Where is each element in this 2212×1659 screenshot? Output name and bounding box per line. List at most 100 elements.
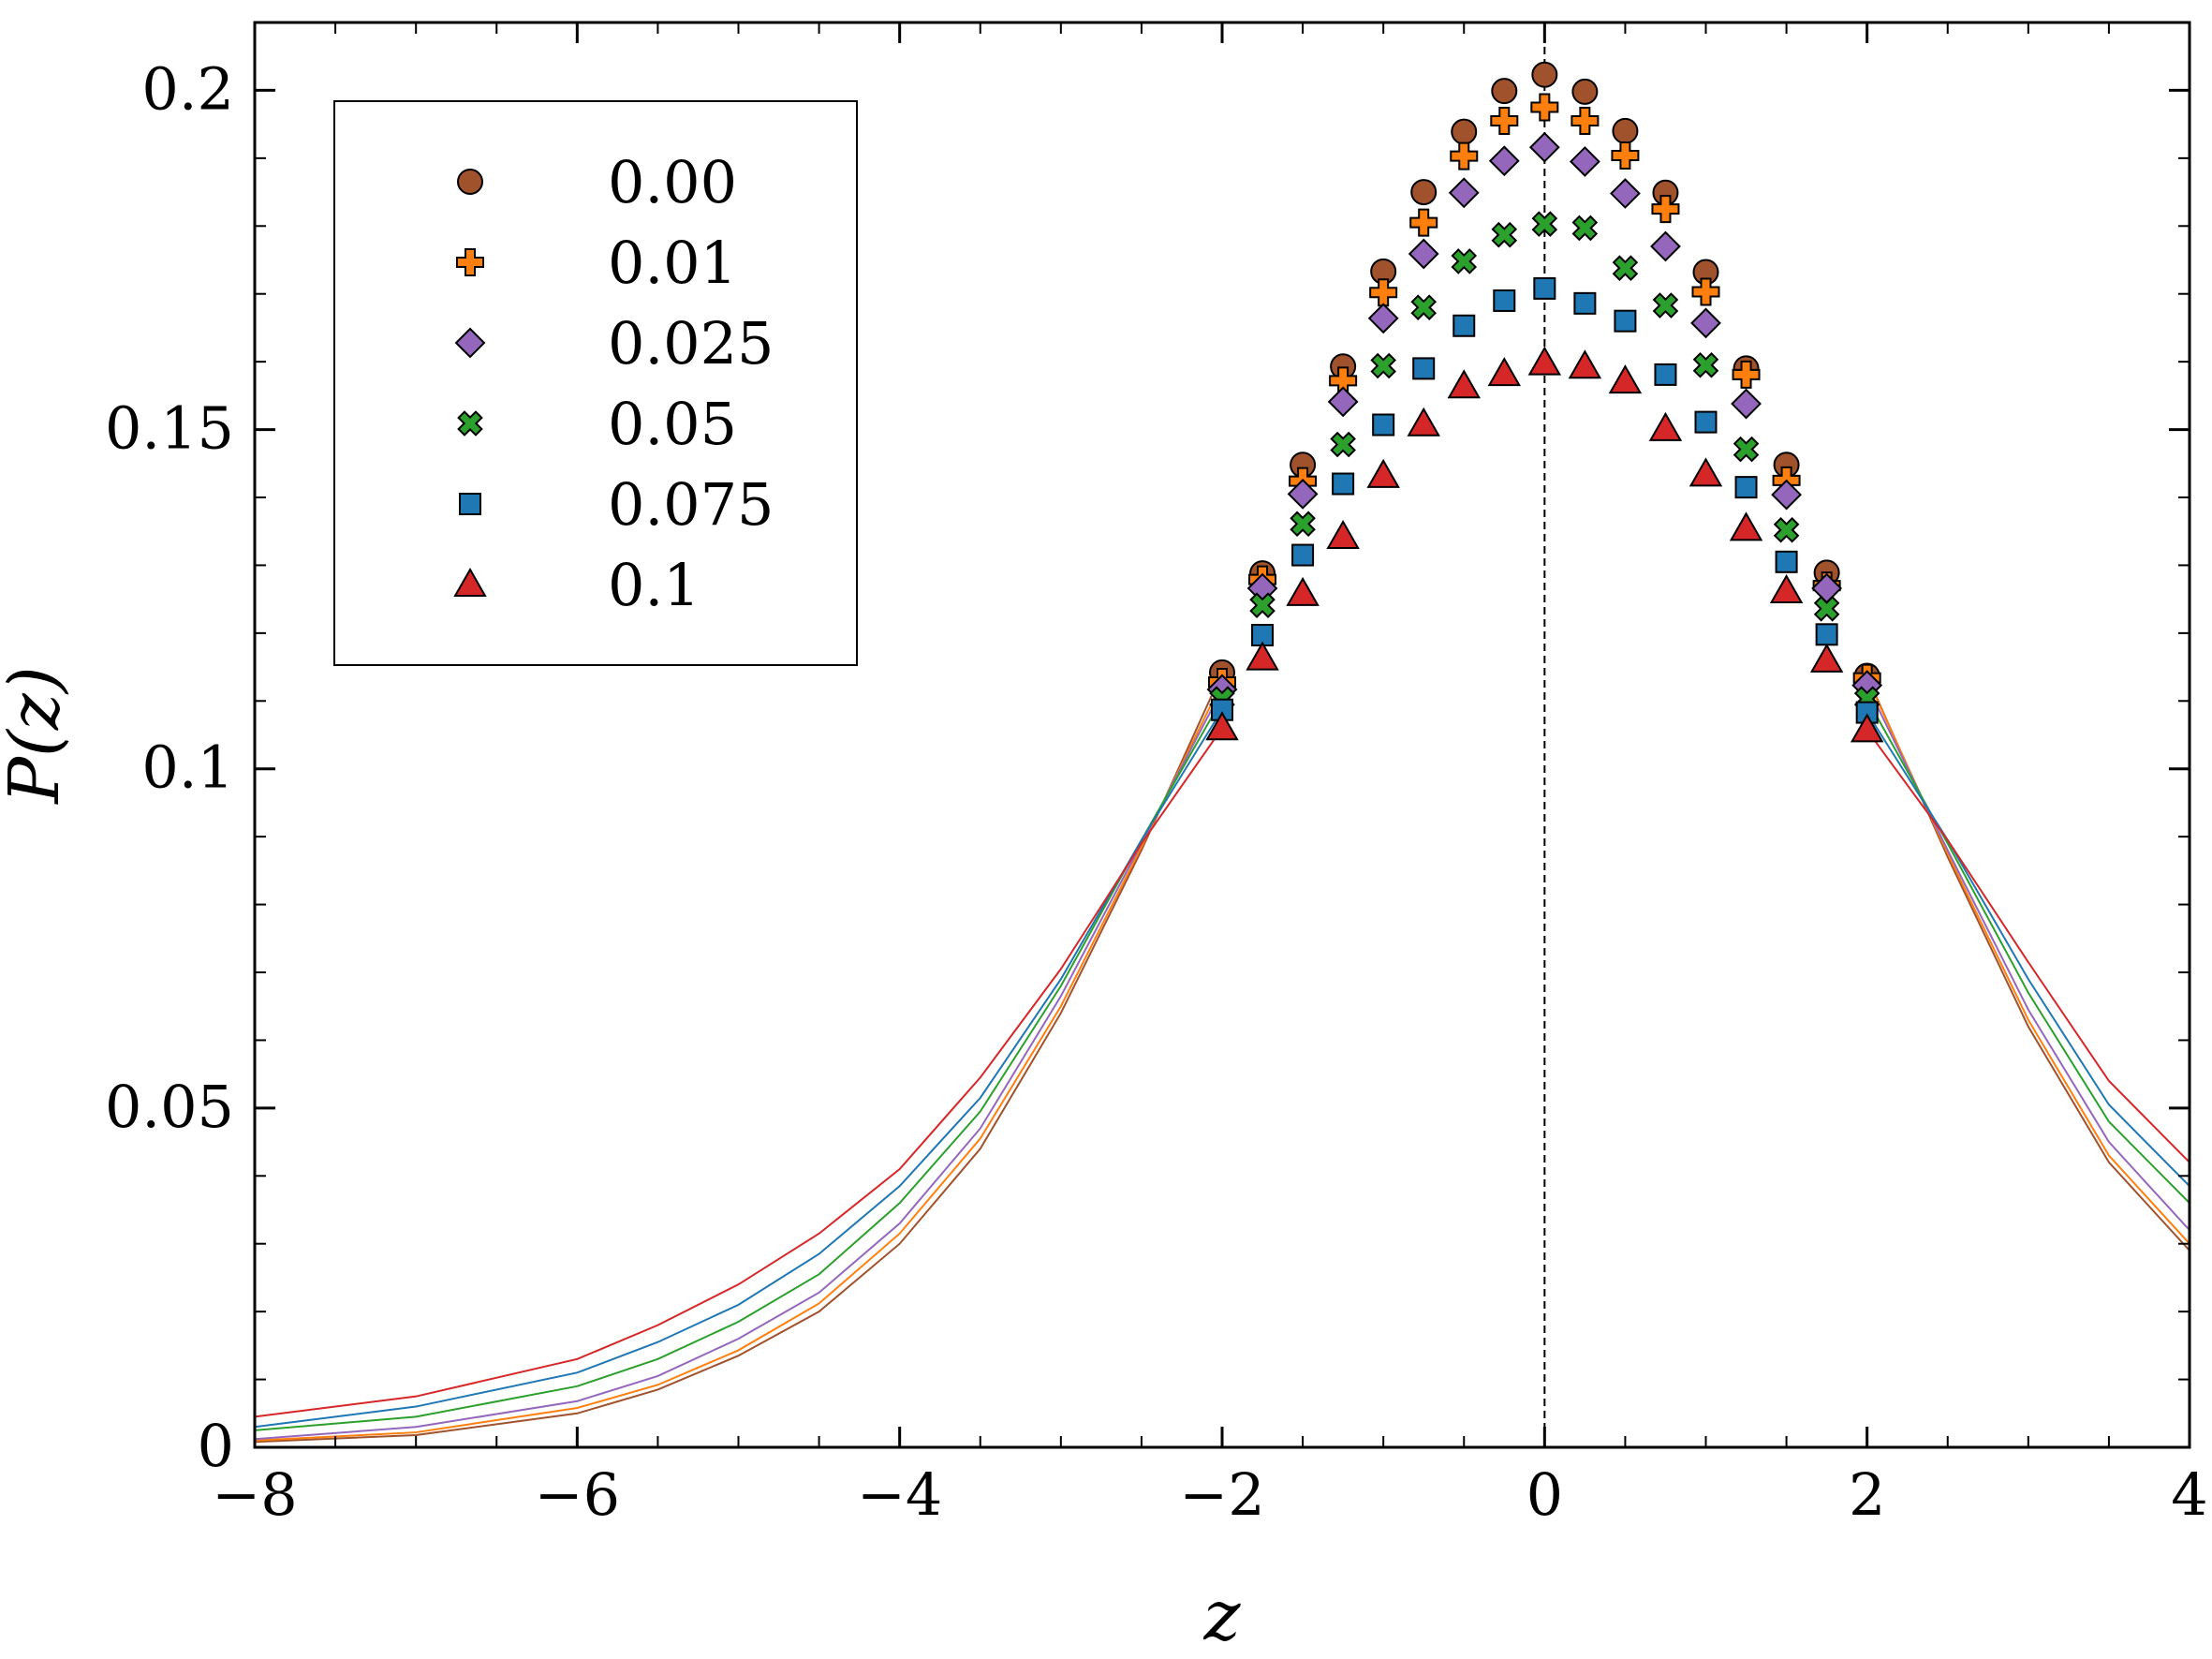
data-point: [1409, 208, 1438, 237]
data-point: [1407, 407, 1440, 437]
data-point: [1372, 413, 1395, 437]
y-tick-label: 0.05: [105, 1073, 234, 1141]
data-point: [1290, 511, 1316, 538]
series-curve-left-5: [254, 727, 1223, 1418]
data-point: [1447, 369, 1481, 399]
legend-marker: [459, 493, 481, 515]
legend-item: 0.05: [457, 390, 737, 458]
x-axis-label: z: [1203, 1576, 1242, 1656]
data-point: [1367, 303, 1399, 334]
legend-item: 0.01: [456, 229, 737, 297]
data-point: [1286, 576, 1320, 606]
data-point: [1732, 360, 1761, 389]
y-axis-label: P(z): [0, 666, 75, 806]
data-point: [1815, 623, 1838, 646]
legend-item: 0.1: [453, 551, 700, 619]
legend-marker: [457, 169, 483, 195]
data-point: [1531, 211, 1558, 237]
data-point: [1332, 472, 1355, 496]
data-point: [1771, 479, 1802, 511]
data-point: [1729, 511, 1763, 541]
y-tick-label: 0: [198, 1412, 234, 1480]
y-tick-label: 0.15: [105, 394, 234, 463]
data-point: [1491, 221, 1518, 248]
legend-label: 0.00: [608, 148, 737, 216]
legend-marker: [454, 327, 486, 359]
data-point: [1568, 349, 1602, 379]
series-curve-left-3: [254, 698, 1223, 1431]
data-point: [1694, 410, 1718, 434]
series-curve-right-4: [1865, 712, 2190, 1187]
series-markers-4: [1211, 276, 1879, 724]
series-curve-left-0: [254, 672, 1223, 1444]
x-tick-label: −6: [535, 1460, 620, 1529]
data-point: [1731, 388, 1762, 420]
data-point: [1654, 363, 1677, 386]
series-curve-left-4: [254, 709, 1223, 1429]
data-point: [1291, 543, 1315, 567]
data-point: [1773, 516, 1800, 543]
data-point: [1327, 386, 1359, 418]
x-tick-label: −8: [212, 1460, 297, 1529]
data-point: [1408, 238, 1439, 270]
series-markers-5: [1205, 346, 1884, 743]
data-point: [1249, 592, 1276, 618]
curves-layer: [254, 672, 2190, 1444]
data-point: [1448, 177, 1480, 209]
x-tick-label: 2: [1849, 1460, 1885, 1529]
data-point: [1775, 550, 1798, 573]
data-point: [1650, 230, 1681, 262]
legend-label: 0.01: [608, 229, 737, 297]
data-point: [1370, 352, 1396, 379]
data-point: [1410, 294, 1437, 320]
data-point: [1648, 411, 1683, 441]
legend-label: 0.075: [608, 470, 774, 539]
legend-label: 0.025: [608, 309, 774, 378]
markers-layer: [1205, 61, 1884, 743]
legend-marker: [453, 567, 487, 597]
legend-item: 0.075: [459, 470, 774, 539]
data-point: [1451, 118, 1478, 145]
data-point: [1410, 179, 1438, 206]
data-point: [1614, 309, 1637, 333]
data-point: [1527, 346, 1562, 376]
x-tick-label: 0: [1526, 1460, 1563, 1529]
data-point: [1330, 431, 1356, 458]
data-point: [1453, 314, 1476, 337]
data-point: [1487, 357, 1522, 387]
data-point: [1528, 131, 1560, 163]
series-curve-right-2: [1865, 685, 2190, 1231]
data-point: [1734, 476, 1758, 499]
data-point: [1451, 248, 1478, 274]
data-point: [1490, 107, 1519, 136]
data-point: [1530, 93, 1559, 122]
data-point: [1733, 436, 1760, 463]
data-point: [1573, 291, 1597, 315]
x-tick-label: −2: [1179, 1460, 1264, 1529]
data-point: [1569, 146, 1600, 177]
data-point: [1287, 478, 1319, 510]
y-tick-label: 0.2: [141, 54, 234, 123]
legend-label: 0.1: [608, 551, 700, 619]
data-point: [1610, 178, 1641, 209]
legend-item: 0.025: [454, 309, 774, 378]
x-tick-label: 4: [2171, 1460, 2207, 1529]
data-point: [1688, 457, 1723, 487]
data-point: [1531, 61, 1558, 88]
data-point: [1612, 255, 1639, 281]
data-point: [1611, 141, 1640, 170]
data-point: [1651, 195, 1680, 224]
series-curve-left-1: [254, 681, 1223, 1442]
data-point: [1809, 643, 1844, 673]
data-point: [1692, 351, 1719, 378]
data-point: [1205, 711, 1239, 741]
data-point: [1612, 117, 1639, 144]
legend-marker: [456, 248, 484, 276]
data-point: [1493, 289, 1516, 312]
legend-label: 0.05: [608, 390, 737, 458]
legend-box: [333, 100, 858, 666]
data-point: [1326, 519, 1360, 550]
data-point: [1369, 278, 1398, 307]
legend: 0.00 0.01 0.025 0.05 0.075 0.1: [333, 100, 858, 666]
